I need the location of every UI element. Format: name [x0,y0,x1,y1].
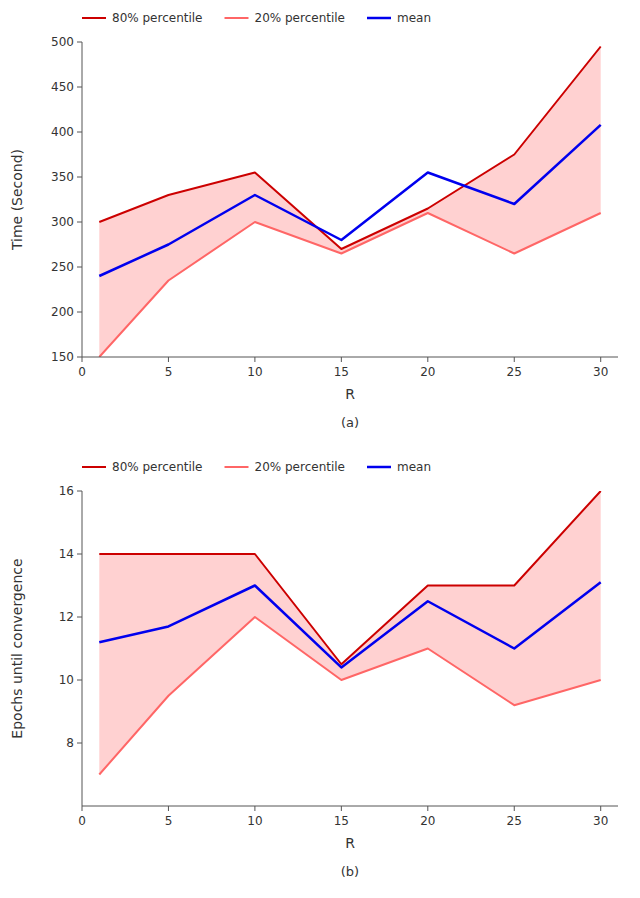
y-tick [77,87,82,88]
x-tick-label: 0 [78,365,86,379]
x-tick [427,806,428,811]
x-tick [341,806,342,811]
y-tick [77,554,82,555]
y-tick [77,42,82,43]
x-tick [254,357,255,362]
y-axis-label: Epochs until convergence [9,558,25,738]
x-axis-line [82,806,618,807]
y-tick-label: 10 [59,673,74,687]
legend-label: 20% percentile [255,11,346,25]
figure: 150200250300350400450500051015202530RTim… [0,0,640,898]
percentile-band [99,47,600,358]
y-tick-label: 300 [51,215,74,229]
y-tick [77,132,82,133]
y-tick [77,491,82,492]
y-tick [77,680,82,681]
x-tick [82,357,83,362]
y-tick-label: 8 [66,736,74,750]
x-tick [341,357,342,362]
legend-swatch [225,17,249,19]
legend-swatch [82,17,106,19]
y-axis-line [82,491,83,806]
y-tick-label: 12 [59,610,74,624]
x-tick [82,806,83,811]
plot-area [99,47,600,358]
legend-label: 80% percentile [112,11,203,25]
x-tick [514,357,515,362]
y-tick [77,743,82,744]
y-tick-label: 16 [59,484,74,498]
x-tick-label: 20 [420,814,435,828]
legend-swatch [82,466,106,468]
x-tick [168,357,169,362]
x-tick [427,357,428,362]
legend-label: 20% percentile [255,460,346,474]
y-tick-label: 450 [51,80,74,94]
panel: 150 200 250 300 350 400 450 500 0 5 10 15 20 25 30 R Tim… [9,11,618,430]
panel: 8 10 12 14 16 0 5 10 15 20 25 30 R Epochs until conve… [9,460,618,879]
x-tick [168,806,169,811]
y-tick [77,222,82,223]
page: {"chart_data": [ {"type": "line", "title… [0,0,640,898]
x-tick [254,806,255,811]
legend-swatch [225,466,249,468]
percentile-band [99,491,600,775]
plot-area [99,491,600,775]
y-tick-label: 250 [51,260,74,274]
y-tick [77,312,82,313]
y-tick [77,177,82,178]
y-tick-label: 14 [59,547,74,561]
panel-caption: (a) [341,415,359,430]
x-tick-label: 5 [165,814,173,828]
legend-swatch [367,17,391,20]
legend: 80% percentile 20% percentile mean [82,460,431,474]
y-tick-label: 350 [51,170,74,184]
x-tick-label: 30 [593,365,608,379]
x-tick-label: 30 [593,814,608,828]
legend-swatch [367,466,391,469]
x-tick-label: 0 [78,814,86,828]
panel-caption: (b) [341,864,359,879]
series-line [99,491,600,664]
y-tick-label: 150 [51,350,74,364]
x-tick-label: 15 [334,814,349,828]
x-tick-label: 10 [247,365,262,379]
x-tick-label: 15 [334,365,349,379]
x-tick [600,357,601,362]
legend-label: mean [397,460,431,474]
x-axis-label: R [345,835,355,851]
x-tick-label: 10 [247,814,262,828]
series-line [99,125,600,276]
series-line [99,47,600,250]
x-axis-line [82,357,618,358]
y-tick [77,617,82,618]
chart-container: 150200250300350400450500051015202530RTim… [0,0,640,898]
y-tick [77,267,82,268]
x-tick-label: 25 [507,814,522,828]
y-tick [77,357,82,358]
series-line [99,582,600,667]
x-tick-label: 20 [420,365,435,379]
y-axis-line [82,42,83,357]
x-axis-label: R [345,386,355,402]
y-axis-label: Time (Second) [9,149,25,251]
x-tick-label: 25 [507,365,522,379]
legend-label: 80% percentile [112,460,203,474]
x-tick [600,806,601,811]
legend-label: mean [397,11,431,25]
y-tick-label: 500 [51,35,74,49]
y-tick-label: 200 [51,305,74,319]
x-tick [514,806,515,811]
y-tick-label: 400 [51,125,74,139]
legend: 80% percentile 20% percentile mean [82,11,431,25]
x-tick-label: 5 [165,365,173,379]
